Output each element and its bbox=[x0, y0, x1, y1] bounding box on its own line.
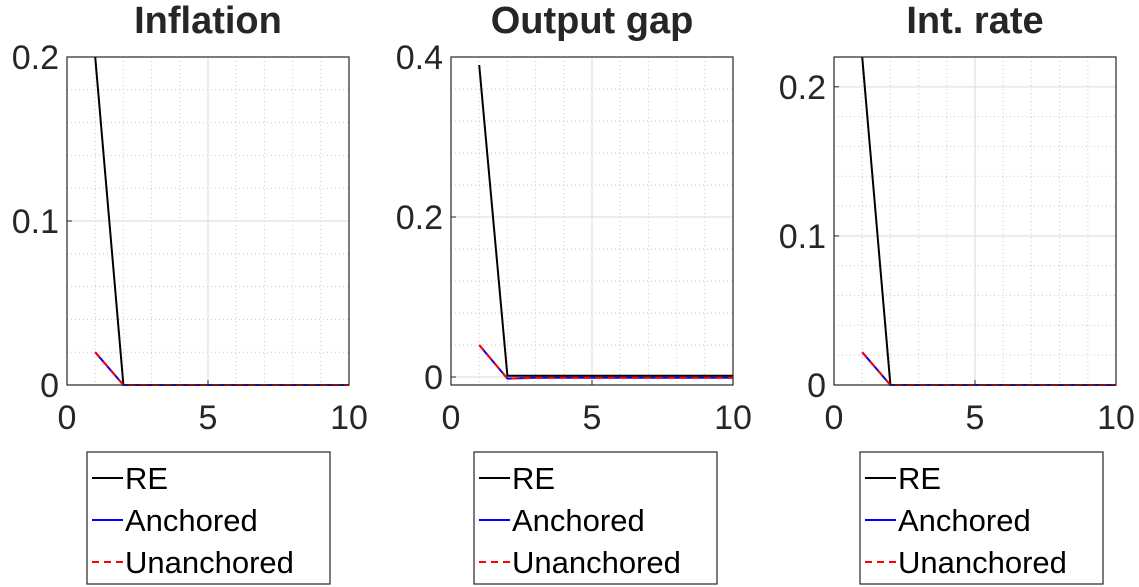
y-tick-label: 0.4 bbox=[396, 39, 443, 77]
y-tick-label: 0.2 bbox=[396, 199, 443, 237]
legend-label: RE bbox=[125, 461, 168, 496]
x-tick-label: 10 bbox=[714, 399, 752, 437]
chart-title: Output gap bbox=[491, 0, 694, 42]
y-tick-label: 0.2 bbox=[779, 69, 826, 107]
series-line-re bbox=[861, 56, 1116, 386]
axes-box bbox=[833, 56, 1117, 386]
legend: RE Anchored Unanchored bbox=[859, 451, 1104, 585]
series-line-anchored bbox=[861, 351, 1116, 386]
series-line-anchored bbox=[478, 344, 733, 380]
legend-label: Unanchored bbox=[512, 545, 681, 580]
axes-box bbox=[450, 56, 734, 386]
series-line-anchored bbox=[94, 351, 349, 386]
x-tick-label: 0 bbox=[58, 399, 77, 437]
y-tick-label: 0 bbox=[807, 367, 826, 405]
legend-label: Anchored bbox=[125, 503, 258, 538]
legend-label: Unanchored bbox=[125, 545, 294, 580]
subplot-1: Inflation 0 5 10 0 0.1 0.2 RE Anchored Unanchored bbox=[12, 0, 368, 585]
x-tick-label: 5 bbox=[966, 399, 985, 437]
legend: RE Anchored Unanchored bbox=[86, 451, 331, 585]
series-line-unanchored bbox=[478, 344, 733, 380]
legend-label: RE bbox=[512, 461, 555, 496]
legend-label: Anchored bbox=[512, 503, 645, 538]
subplot-3: Int. rate 0 5 10 0 0.1 0.2 RE Anchored Unanchored bbox=[779, 0, 1135, 585]
axes-box bbox=[66, 56, 350, 386]
x-tick-label: 5 bbox=[199, 399, 218, 437]
legend-label: Unanchored bbox=[898, 545, 1067, 580]
legend-label: RE bbox=[898, 461, 941, 496]
series-line-unanchored bbox=[861, 351, 1116, 386]
chart-title: Int. rate bbox=[906, 0, 1043, 42]
legend-label: Anchored bbox=[898, 503, 1031, 538]
y-tick-label: 0.1 bbox=[12, 203, 59, 241]
x-tick-label: 10 bbox=[1097, 399, 1135, 437]
legend-box bbox=[473, 451, 718, 585]
y-tick-label: 0 bbox=[40, 367, 59, 405]
legend: RE Anchored Unanchored bbox=[473, 451, 718, 585]
legend-box bbox=[859, 451, 1104, 585]
x-tick-label: 0 bbox=[442, 399, 461, 437]
series-line-unanchored bbox=[94, 351, 349, 386]
y-tick-label: 0 bbox=[424, 359, 443, 397]
series-line-re bbox=[478, 64, 733, 377]
y-tick-label: 0.1 bbox=[779, 218, 826, 256]
subplot-2: Output gap 0 5 10 0 0.2 0.4 RE Anchored Unanchore… bbox=[396, 0, 752, 585]
legend-box bbox=[86, 451, 331, 585]
y-tick-label: 0.2 bbox=[12, 39, 59, 77]
x-tick-label: 0 bbox=[825, 399, 844, 437]
x-tick-label: 10 bbox=[330, 399, 368, 437]
chart-title: Inflation bbox=[134, 0, 282, 42]
x-tick-label: 5 bbox=[583, 399, 602, 437]
